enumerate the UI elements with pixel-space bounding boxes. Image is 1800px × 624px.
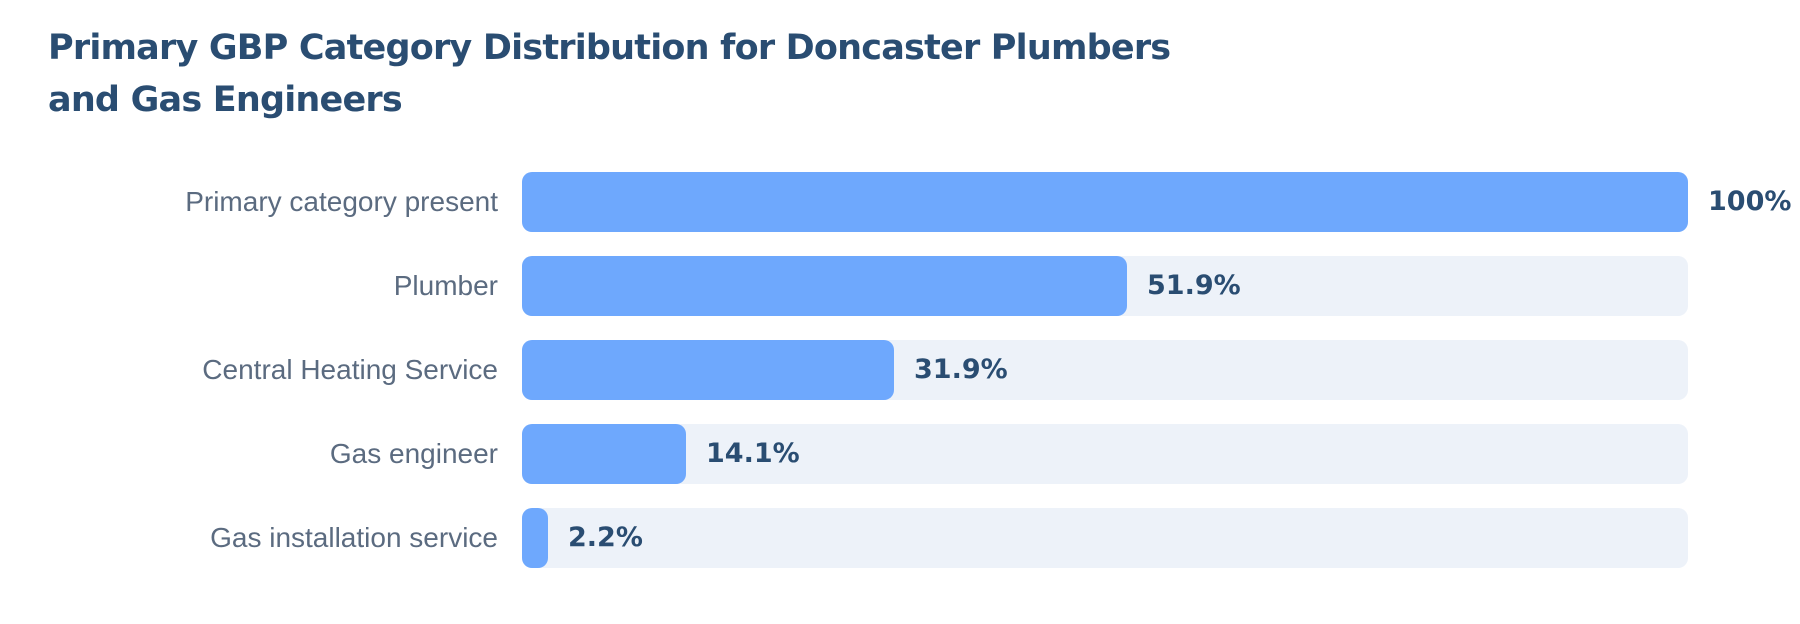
bar	[522, 340, 894, 400]
chart-plot-area: Primary category present 100% Plumber 51.9%…	[0, 172, 1800, 572]
bar-value-label: 100%	[1708, 186, 1792, 217]
bar-track	[522, 508, 1688, 568]
chart-title: Primary GBP Category Distribution for Do…	[48, 28, 1171, 120]
bar	[522, 424, 686, 484]
bar	[522, 172, 1688, 232]
bar-track	[522, 256, 1688, 316]
bar-row: Gas installation service 2.2%	[0, 508, 1800, 568]
bar-track	[522, 424, 1688, 484]
bar-row: Gas engineer 14.1%	[0, 424, 1800, 484]
bar-value-label: 14.1%	[706, 438, 800, 469]
bar-category-label: Gas engineer	[329, 438, 498, 469]
bar-value-label: 2.2%	[568, 522, 643, 553]
bar-value-label: 51.9%	[1147, 270, 1241, 301]
bar-row: Plumber 51.9%	[0, 256, 1800, 316]
bar-track	[522, 340, 1688, 400]
bar-row: Primary category present 100%	[0, 172, 1800, 232]
bar	[522, 256, 1127, 316]
bar-category-label: Gas installation service	[210, 522, 498, 553]
bar-category-label: Central Heating Service	[202, 354, 498, 385]
bar-category-label: Plumber	[393, 270, 498, 301]
bar-value-label: 31.9%	[914, 354, 1008, 385]
bar-track	[522, 172, 1688, 232]
bar-row: Central Heating Service 31.9%	[0, 340, 1800, 400]
bar	[522, 508, 548, 568]
bar-category-label: Primary category present	[185, 186, 498, 217]
